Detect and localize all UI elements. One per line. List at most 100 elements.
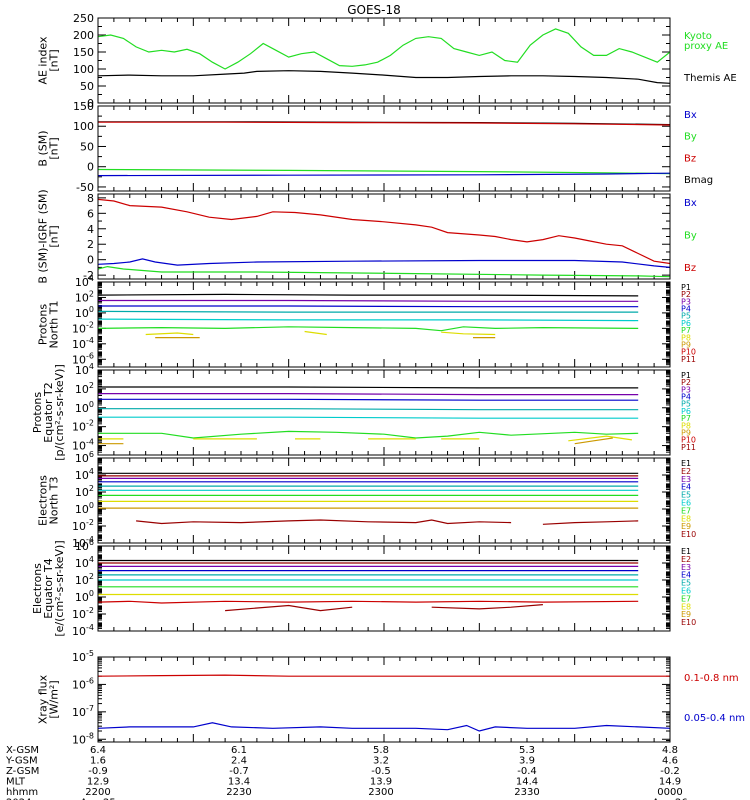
y-tick-label: 102 (75, 381, 94, 396)
y-axis-label: Protons (37, 304, 50, 345)
panel-frame (97, 656, 671, 743)
y-axis-label: Protons (31, 392, 44, 433)
y-tick-label: 10-2 (72, 320, 94, 335)
y-tick-label: 50 (80, 80, 94, 93)
y-axis-label: North T3 (48, 477, 61, 525)
panel-frame (97, 281, 671, 368)
x-axis-value: 3.2 (373, 756, 389, 767)
y-tick-label: 10-4 (72, 336, 94, 351)
x-axis-row-label: Y-GSM (5, 756, 38, 767)
y-tick-label: 150 (73, 100, 94, 113)
legend-entry: E6 (681, 587, 691, 596)
y-axis-label: [W/m²] (48, 680, 61, 718)
legend-entry: E9 (681, 610, 691, 619)
legend-entry: E1 (681, 459, 691, 468)
y-tick-label: 4 (87, 223, 94, 236)
y-tick-label: 102 (75, 572, 94, 587)
series-line (98, 408, 639, 411)
x-axis-value: 14.4 (516, 777, 538, 788)
series-line (97, 600, 639, 604)
legend-entry: P11 (681, 443, 696, 452)
legend-entry: proxy AE (684, 41, 728, 52)
series-line (441, 331, 496, 336)
x-axis-value: 5.3 (519, 745, 535, 756)
legend-entry: Bmag (684, 175, 713, 186)
panel-3: -2 0 2 4 6 8 B (SM)-IGRF (SM)[nT] Bx By Bz (37, 189, 697, 283)
legend-entry: E5 (681, 579, 691, 588)
legend-entry: E6 (681, 499, 691, 508)
legend-entry: E7 (681, 594, 691, 603)
y-tick-label: 10-2 (72, 518, 94, 533)
series-line (98, 398, 639, 401)
series-line (568, 435, 632, 442)
y-tick-label: 100 (75, 589, 94, 604)
panel-8: 10-8 10-7 10-6 10-5 Xray flux[W/m²] 0.1-0.8 n… (37, 649, 746, 746)
x-axis-row-label: X-GSM (6, 745, 39, 756)
x-axis-value: 4.6 (662, 756, 678, 767)
series-line (97, 28, 671, 70)
y-tick-label: -2 (83, 269, 94, 282)
legend-entry: P4 (681, 393, 691, 402)
y-tick-label: 106 (75, 538, 94, 553)
legend-entry: P7 (681, 414, 691, 423)
panel-frame (97, 369, 671, 456)
y-axis-label: [e/(cm²-s-sr-keV)] (53, 540, 66, 636)
series-line (136, 519, 512, 525)
legend-entry: Bx (684, 110, 697, 121)
y-tick-label: 10-4 (72, 623, 94, 638)
series-line (574, 437, 613, 445)
chart-title: GOES-18 (347, 3, 401, 17)
y-tick-label: 0 (87, 97, 94, 110)
y-tick-label: 50 (80, 140, 94, 153)
y-tick-label: 0 (87, 254, 94, 267)
panel-frame (97, 193, 671, 280)
series-line (97, 258, 671, 268)
y-axis-label: [nT] (48, 49, 61, 71)
legend-entry: E9 (681, 522, 691, 531)
y-axis-label: AE index (37, 36, 50, 85)
y-tick-label: -50 (76, 181, 94, 194)
x-axis-value: -0.4 (517, 766, 537, 777)
panel-frame (97, 105, 671, 192)
legend-entry: E8 (681, 514, 691, 523)
x-axis-value: 2200 (85, 787, 110, 798)
x-axis-row-label: MLT (6, 777, 26, 788)
legend-entry: E3 (681, 475, 691, 484)
legend-entry: P5 (681, 312, 691, 321)
panel-frame (97, 17, 671, 104)
y-tick-label: 10-7 (72, 704, 94, 719)
x-axis-row-label: Z-GSM (6, 766, 39, 777)
legend-entry: By (684, 231, 697, 242)
y-tick-label: 150 (73, 46, 94, 59)
y-tick-label: 10-8 (72, 731, 94, 746)
legend-entry: P1 (681, 283, 691, 292)
x-axis-value: 2.4 (231, 756, 247, 767)
y-axis-label: Electrons (37, 475, 50, 526)
y-tick-label: 100 (75, 305, 94, 320)
y-tick-label: 10-5 (72, 649, 94, 664)
x-axis-value: 14.9 (659, 777, 681, 788)
x-axis-value: 5.8 (373, 745, 389, 756)
x-axis-value: 4.8 (662, 745, 678, 756)
x-axis-value: 2330 (514, 787, 539, 798)
series-line (98, 416, 639, 419)
y-axis-label: North T1 (48, 301, 61, 349)
legend-entry: P6 (681, 319, 691, 328)
legend-entry: P5 (681, 400, 691, 409)
x-axis-value: -0.7 (229, 766, 249, 777)
x-axis-table: X-GSM 6.4 6.1 5.8 5.3 4.8 Y-GSM 1.6 2.4 3.2 3.9 4.6… (5, 745, 688, 800)
y-tick-label: 2 (87, 238, 94, 251)
legend-entry: Bz (684, 153, 696, 164)
legend-entry: P8 (681, 421, 691, 430)
legend-entry: Kyoto (684, 31, 712, 42)
y-axis-label: B (SM)-IGRF (SM) (37, 189, 50, 283)
legend-entry: P1 (681, 371, 691, 380)
series-line (98, 299, 639, 302)
legend-entry: E7 (681, 506, 691, 515)
legend-entry: P3 (681, 385, 691, 394)
y-tick-label: 6 (87, 207, 94, 220)
